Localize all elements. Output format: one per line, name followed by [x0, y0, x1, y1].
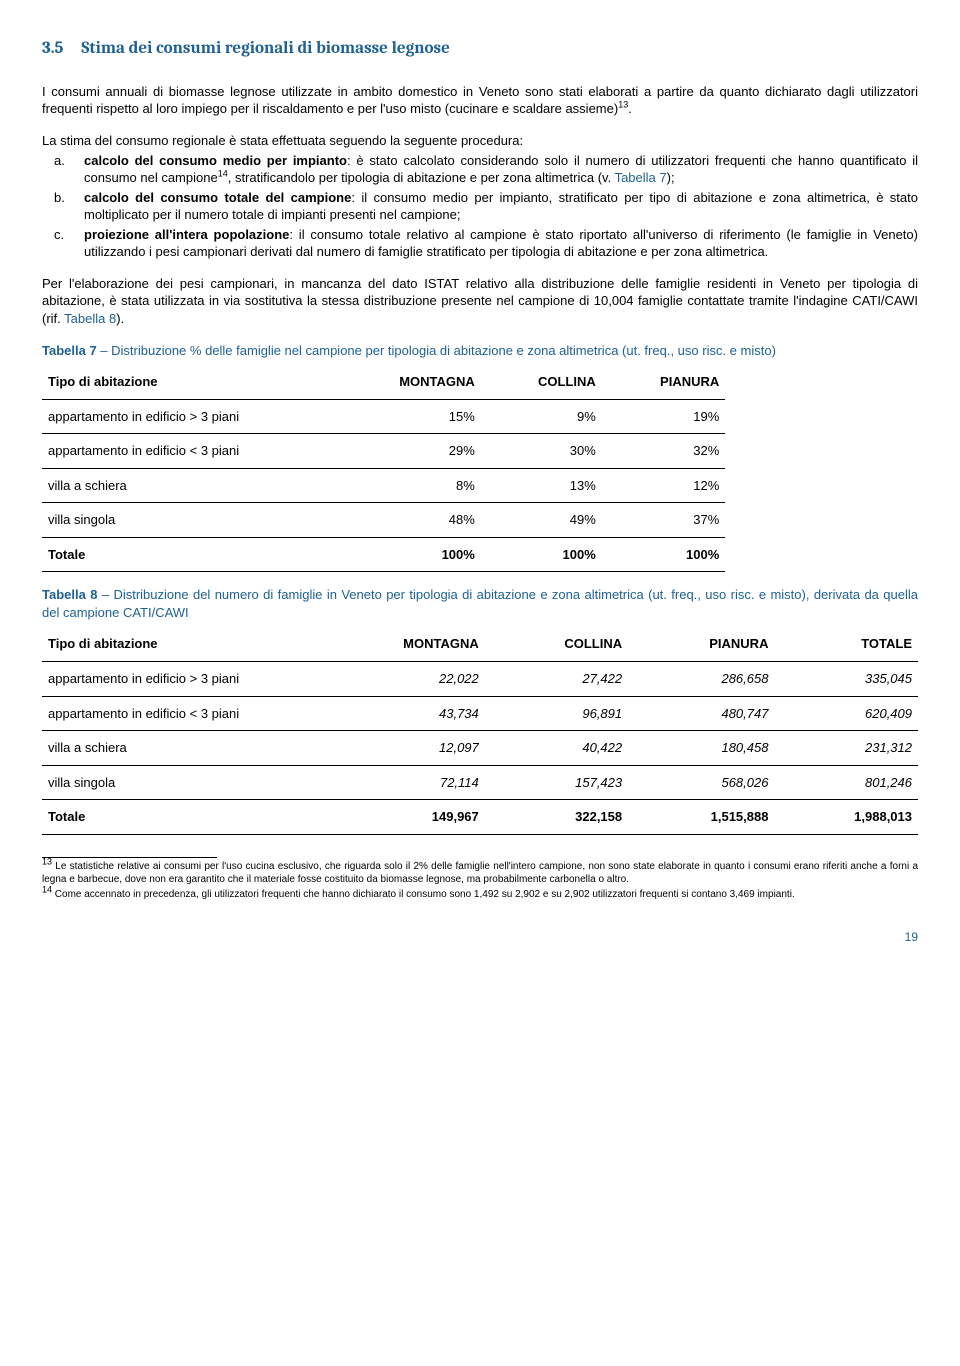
table-row-total: Totale100%100%100% [42, 537, 725, 572]
table-row: villa a schiera8%13%12% [42, 468, 725, 503]
col-header: MONTAGNA [305, 627, 485, 661]
paragraph-1: I consumi annuali di biomasse legnose ut… [42, 83, 918, 118]
table8-caption: Tabella 8 – Distribuzione del numero di … [42, 586, 918, 621]
col-header: COLLINA [485, 627, 628, 661]
table-cell: 8% [329, 468, 481, 503]
table-cell: 157,423 [485, 765, 628, 800]
col-header: PIANURA [602, 365, 726, 399]
table-cell: 322,158 [485, 800, 628, 835]
table-row-total: Totale149,967322,1581,515,8881,988,013 [42, 800, 918, 835]
table-cell: 22,022 [305, 661, 485, 696]
col-header: Tipo di abitazione [42, 627, 305, 661]
table-cell: 9% [481, 399, 602, 434]
table-cell: 100% [602, 537, 726, 572]
table-cell: 30% [481, 434, 602, 469]
table-cell: Totale [42, 800, 305, 835]
table-row: appartamento in edificio > 3 piani15%9%1… [42, 399, 725, 434]
table-cell: 32% [602, 434, 726, 469]
table-cell: 100% [481, 537, 602, 572]
table-cell: villa singola [42, 503, 329, 538]
table-cell: 100% [329, 537, 481, 572]
ordered-list: a. calcolo del consumo medio per impiant… [42, 152, 918, 261]
col-header: TOTALE [774, 627, 918, 661]
table-cell: 620,409 [774, 696, 918, 731]
paragraph-2: La stima del consumo regionale è stata e… [42, 132, 918, 150]
table-cell: 480,747 [628, 696, 774, 731]
footnote-14: 14 Come accennato in precedenza, gli uti… [42, 888, 918, 901]
table-cell: 801,246 [774, 765, 918, 800]
table-cell: 29% [329, 434, 481, 469]
footnote-separator [42, 857, 217, 858]
table-cell: 180,458 [628, 731, 774, 766]
section-number: 3.5 [42, 39, 63, 58]
table-cell: 49% [481, 503, 602, 538]
table-cell: 335,045 [774, 661, 918, 696]
table-cell: 15% [329, 399, 481, 434]
table-cell: villa a schiera [42, 731, 305, 766]
list-item: c. proiezione all'intera popolazione: il… [42, 226, 918, 261]
table-cell: appartamento in edificio > 3 piani [42, 399, 329, 434]
table-cell: 12,097 [305, 731, 485, 766]
table-cell: 37% [602, 503, 726, 538]
footnotes: 13 Le statistiche relative ai consumi pe… [42, 860, 918, 901]
table-cell: appartamento in edificio > 3 piani [42, 661, 305, 696]
col-header: COLLINA [481, 365, 602, 399]
table8: Tipo di abitazione MONTAGNA COLLINA PIAN… [42, 627, 918, 834]
table-row: villa a schiera12,09740,422180,458231,31… [42, 731, 918, 766]
table-cell: Totale [42, 537, 329, 572]
table-cell: villa singola [42, 765, 305, 800]
paragraph-3: Per l'elaborazione dei pesi campionari, … [42, 275, 918, 328]
footnote-13: 13 Le statistiche relative ai consumi pe… [42, 860, 918, 886]
table-row: appartamento in edificio < 3 piani43,734… [42, 696, 918, 731]
table-cell: appartamento in edificio < 3 piani [42, 696, 305, 731]
table-ref: Tabella 7 [615, 170, 667, 185]
table-cell: 231,312 [774, 731, 918, 766]
page-number: 19 [42, 929, 918, 945]
section-heading: 3.5 Stima dei consumi regionali di biomas… [42, 38, 918, 61]
table-cell: 12% [602, 468, 726, 503]
col-header: MONTAGNA [329, 365, 481, 399]
table-cell: 96,891 [485, 696, 628, 731]
table-row: appartamento in edificio < 3 piani29%30%… [42, 434, 725, 469]
table-cell: 1,515,888 [628, 800, 774, 835]
table-row: villa singola48%49%37% [42, 503, 725, 538]
table-cell: 1,988,013 [774, 800, 918, 835]
table-cell: 43,734 [305, 696, 485, 731]
table-cell: villa a schiera [42, 468, 329, 503]
list-item: a. calcolo del consumo medio per impiant… [42, 152, 918, 187]
table-row: appartamento in edificio > 3 piani22,022… [42, 661, 918, 696]
table7-caption: Tabella 7 – Distribuzione % delle famigl… [42, 342, 918, 360]
table7: Tipo di abitazione MONTAGNA COLLINA PIAN… [42, 365, 725, 572]
list-item: b. calcolo del consumo totale del campio… [42, 189, 918, 224]
section-title: Stima dei consumi regionali di biomasse … [81, 39, 449, 58]
table-cell: 40,422 [485, 731, 628, 766]
table-cell: 48% [329, 503, 481, 538]
table-cell: 72,114 [305, 765, 485, 800]
table-cell: 27,422 [485, 661, 628, 696]
col-header: Tipo di abitazione [42, 365, 329, 399]
table-row: villa singola72,114157,423568,026801,246 [42, 765, 918, 800]
table-cell: 286,658 [628, 661, 774, 696]
table-cell: 19% [602, 399, 726, 434]
table-cell: 149,967 [305, 800, 485, 835]
table-cell: 13% [481, 468, 602, 503]
col-header: PIANURA [628, 627, 774, 661]
table-cell: 568,026 [628, 765, 774, 800]
table-cell: appartamento in edificio < 3 piani [42, 434, 329, 469]
table-ref: Tabella 8 [64, 311, 116, 326]
